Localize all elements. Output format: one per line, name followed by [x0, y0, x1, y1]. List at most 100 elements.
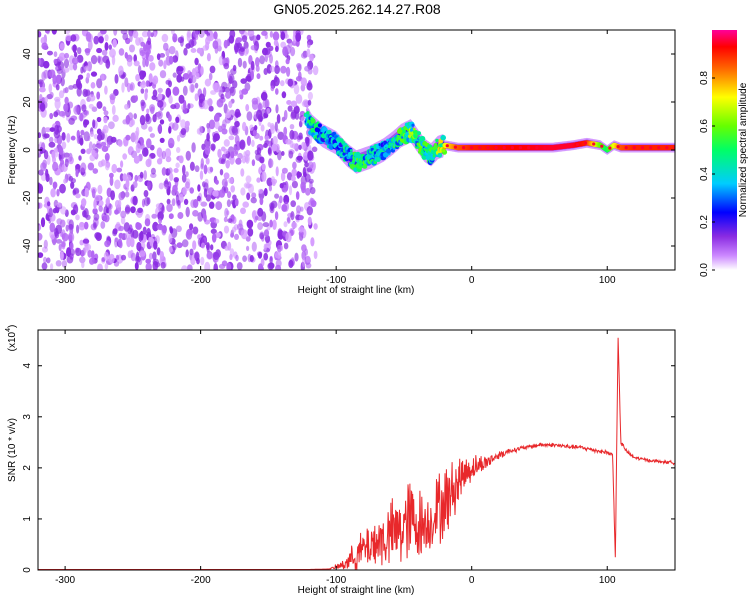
- colorbar: 0.0 0.2 0.4 0.6 0.8 Normalized spectral ampl…: [699, 30, 749, 277]
- carrier-peak: [665, 146, 669, 150]
- noise-blob: [290, 211, 295, 221]
- noise-blob: [158, 218, 163, 224]
- noise-blob: [210, 244, 214, 251]
- noise-blob: [235, 254, 239, 262]
- noise-blob: [298, 226, 305, 233]
- noise-blob: [240, 78, 247, 84]
- noise-blob: [134, 262, 139, 270]
- noise-blob: [242, 60, 247, 69]
- noise-blob: [236, 42, 242, 49]
- noise-blob: [163, 60, 167, 70]
- noise-blob: [112, 228, 118, 235]
- noise-blob: [172, 33, 178, 43]
- noise-blob: [173, 168, 179, 173]
- noise-blob: [106, 141, 111, 148]
- noise-blob: [75, 214, 80, 221]
- noise-blob: [275, 45, 279, 53]
- noise-blob: [277, 150, 282, 161]
- noise-blob: [212, 190, 219, 197]
- noise-blob: [129, 32, 133, 43]
- noise-blob: [134, 174, 139, 182]
- noise-blob: [66, 247, 72, 258]
- noise-blob: [92, 150, 97, 158]
- noise-blob: [121, 82, 125, 93]
- noise-blob: [54, 124, 59, 135]
- noise-blob: [145, 57, 149, 67]
- noise-blob: [227, 241, 232, 251]
- noise-blob: [108, 253, 115, 264]
- noise-blob: [116, 221, 121, 228]
- noise-blob: [176, 147, 181, 153]
- carrier-peak: [518, 146, 523, 150]
- noise-blob: [38, 202, 41, 209]
- noise-blob: [304, 162, 310, 168]
- noise-blob: [307, 150, 314, 161]
- noise-blob: [272, 31, 280, 41]
- noise-blob: [111, 163, 118, 174]
- noise-blob: [226, 262, 232, 270]
- noise-blob: [228, 135, 235, 141]
- noise-blob: [55, 84, 60, 91]
- noise-blob: [40, 37, 46, 44]
- noise-blob: [105, 198, 109, 205]
- noise-blob: [130, 119, 136, 126]
- noise-blob: [266, 107, 271, 114]
- noise-blob: [40, 217, 46, 228]
- noise-blob: [130, 206, 136, 214]
- noise-blob: [90, 71, 98, 77]
- noise-blob: [235, 113, 239, 118]
- noise-blob: [148, 236, 152, 243]
- noise-blob: [120, 210, 127, 219]
- noise-blob: [251, 241, 257, 252]
- noise-blob: [39, 87, 46, 93]
- noise-blob: [214, 218, 220, 224]
- noise-blob: [165, 48, 170, 57]
- noise-blob: [190, 48, 197, 53]
- noise-blob: [239, 139, 246, 150]
- noise-blob: [232, 194, 237, 201]
- x-tick-label: 100: [599, 275, 616, 286]
- noise-blob: [78, 134, 84, 145]
- noise-blob: [189, 83, 196, 93]
- noise-blob: [133, 113, 137, 120]
- noise-blob: [93, 35, 99, 45]
- noise-blob: [240, 187, 246, 196]
- noise-blob: [97, 133, 103, 142]
- noise-blob: [75, 193, 81, 199]
- noise-blob: [306, 82, 313, 91]
- noise-blob: [48, 141, 56, 148]
- noise-blob: [199, 170, 204, 180]
- noise-blob: [51, 151, 56, 159]
- noise-blob: [230, 68, 237, 75]
- ridge-point: [421, 154, 428, 160]
- noise-blob: [295, 191, 300, 200]
- ridge-point: [412, 127, 416, 131]
- noise-blob: [149, 133, 155, 138]
- noise-blob: [301, 250, 307, 261]
- noise-blob: [302, 257, 306, 268]
- noise-blob: [113, 30, 118, 36]
- noise-blob: [195, 72, 200, 80]
- carrier-peak: [551, 146, 555, 150]
- noise-blob: [159, 137, 165, 143]
- carrier-peak: [527, 146, 531, 150]
- noise-blob: [90, 55, 98, 65]
- ridge-point: [349, 149, 353, 152]
- noise-blob: [301, 185, 306, 194]
- noise-blob: [53, 182, 57, 190]
- noise-blob: [68, 175, 74, 182]
- noise-blob: [313, 223, 318, 230]
- noise-blob: [234, 134, 240, 145]
- spectrogram-x-ticks: -300 -200 -100 0 100: [55, 30, 616, 286]
- carrier-peak: [453, 145, 457, 149]
- noise-blob: [184, 120, 190, 128]
- ridge-point: [327, 129, 332, 135]
- noise-blob: [82, 238, 90, 244]
- noise-blob: [265, 41, 271, 48]
- noise-blob: [180, 119, 186, 129]
- noise-blob: [198, 30, 205, 38]
- noise-blob: [87, 249, 93, 258]
- noise-blob: [38, 152, 42, 158]
- noise-blob: [168, 95, 173, 104]
- snr-x-label: Height of straight line (km): [298, 585, 415, 596]
